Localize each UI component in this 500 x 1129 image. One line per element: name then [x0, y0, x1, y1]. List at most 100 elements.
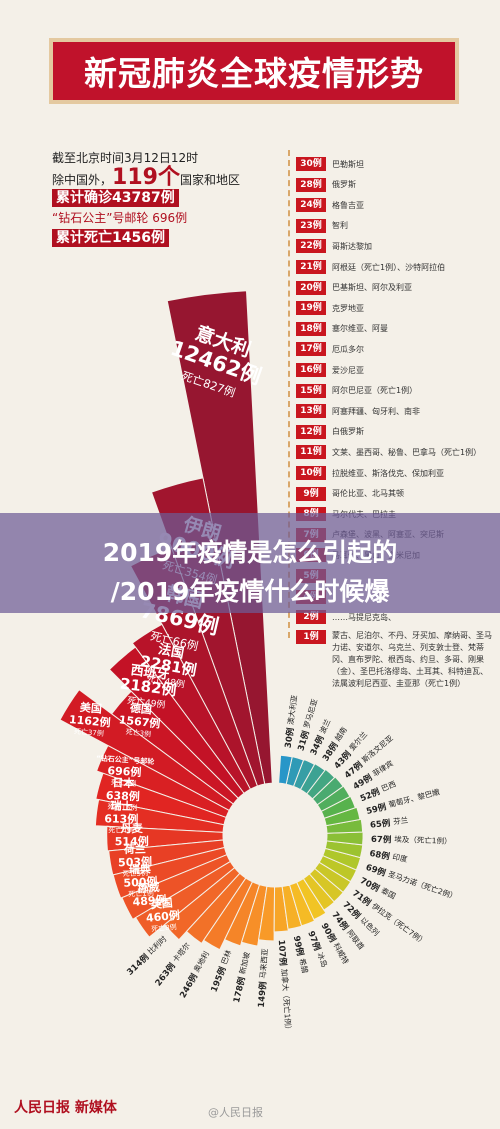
wedge-label: 英国460例死亡8例 [144, 895, 181, 934]
wedge-value: 69例 [364, 861, 390, 879]
rank-row: 23例 智利 [296, 218, 348, 234]
info-confirmed: 累计确诊43787例 [52, 189, 179, 207]
wedge-value: 97例 [306, 929, 324, 955]
wedge-country: 瑞士 [110, 799, 132, 813]
wedge-country: 法国 [157, 641, 185, 661]
rank-badge: 21例 [296, 260, 326, 274]
wedge-label: 法国2281例死亡48例 [137, 639, 201, 693]
rank-countries: 塞尔维亚、阿曼 [332, 324, 388, 334]
wedge-value: 613例 [104, 811, 138, 826]
wedge-value: 70例 [358, 875, 384, 896]
wedge-country: 印度 [392, 851, 409, 864]
rose-wedge [314, 861, 352, 893]
rose-wedge [285, 756, 305, 788]
rose-center [223, 783, 327, 887]
wedge-country: 卡塔尔 [170, 940, 192, 964]
wedge-label: 72例 以色列 [341, 899, 382, 939]
info-confirmed-row: 累计确诊43787例 [52, 188, 252, 208]
rose-wedge [302, 873, 336, 911]
rank-row: 9例 哥伦比亚、北马其顿 [296, 486, 404, 502]
info-cruise-row: “钻石公主”号邮轮 696例 [52, 208, 252, 228]
wedge-value: 696例 [107, 763, 142, 779]
rank-row: 11例 文莱、墨西哥、秘鲁、巴拿马（死亡1例） [296, 444, 481, 460]
wedge-country: 芬兰 [393, 815, 409, 827]
wedge-country: 加拿大（死亡1例） [280, 968, 294, 1033]
rank-badge: 20例 [296, 280, 326, 295]
wedge-value: 195例 [208, 962, 229, 993]
wedge-value: 514例 [115, 834, 149, 848]
headline-line-1: 2019年疫情是怎么引起的 [102, 538, 398, 567]
rank-countries: ……马提尼克岛、 [332, 612, 396, 622]
wedge-deaths: 死亡37例 [74, 727, 105, 739]
wedge-country: “钻石公主”号邮轮 [96, 753, 155, 766]
wedge-label: 德国1567例死亡3例 [117, 699, 162, 739]
wedge-deaths: 死亡827例 [180, 369, 237, 400]
wedge-country: 丹麦 [121, 821, 144, 835]
rose-wedge [326, 831, 364, 846]
wedge-value: 38例 [320, 738, 342, 764]
wedge-value: 34例 [308, 731, 328, 757]
rose-wedge [278, 754, 293, 785]
rose-wedge [320, 795, 356, 819]
info-suffix: 国家和地区 [179, 173, 240, 187]
wedge-country: 伊拉克（死亡7例） [370, 901, 428, 947]
rank-badge: 16例 [296, 363, 326, 377]
summary-info: 截至北京时间3月12日12时 除中国外，119个国家和地区 累计确诊43787例… [52, 148, 252, 248]
wedge-value: 52例 [358, 785, 384, 804]
info-prefix: 除中国外， [52, 173, 113, 187]
wedge-value: 43例 [331, 746, 355, 771]
rose-wedge [316, 785, 351, 812]
rank-countries: 哥斯达黎加 [332, 241, 372, 251]
rank-countries: 巴基斯坦、阿尔及利亚 [332, 283, 412, 293]
rose-wedge [95, 744, 230, 819]
rank-countries: 俄罗斯 [332, 180, 356, 190]
rose-wedge [296, 877, 327, 921]
info-countries: 除中国外，119个国家和地区 [52, 167, 252, 189]
rose-wedge [273, 885, 289, 933]
wedge-country: 奥地利 [191, 949, 211, 973]
wedge-value: 71例 [350, 887, 375, 910]
rose-wedge [95, 772, 227, 826]
rank-countries: 哥伦比亚、北马其顿 [332, 489, 404, 499]
wedge-label: 314例 比利时 [124, 933, 170, 977]
wedge-value: 460例 [145, 908, 180, 925]
rank-badge: 1例 [296, 629, 326, 644]
wedge-label: 43例 爱尔兰 [331, 729, 370, 771]
wedge-label: 99例 希腊 [291, 935, 310, 975]
wedge-label: 74例 阿联酋 [330, 909, 367, 953]
rank-badge: 28例 [296, 177, 326, 192]
rose-wedge [112, 846, 228, 899]
rose-wedge [281, 884, 303, 930]
rank-badge: 12例 [296, 424, 326, 439]
wedge-value: 1162例 [69, 712, 112, 729]
wedge-country: 埃及（死亡1例） [394, 834, 452, 846]
wedge-country: 新加坡 [237, 950, 252, 975]
wedge-country: 西班牙 [130, 662, 171, 683]
info-date: 截至北京时间3月12日12时 [52, 151, 199, 165]
rank-row: 22例 哥斯达黎加 [296, 238, 372, 254]
rose-wedge [311, 776, 344, 806]
rank-countries: 蒙古、尼泊尔、不丹、牙买加、摩纳哥、圣马力诺、安道尔、乌克兰、列支敦士登、梵蒂冈… [332, 630, 492, 688]
rank-badge: 18例 [296, 321, 326, 336]
wedge-country: 意大利 [192, 321, 253, 361]
wedge-label: 34例 波兰 [307, 717, 334, 757]
rank-row: 15例 阿尔巴尼亚（死亡1例） [296, 383, 417, 399]
rank-row: 19例 克罗地亚 [296, 300, 364, 316]
wedge-value: 67例 [371, 833, 395, 845]
rank-countries: 阿尔巴尼亚（死亡1例） [332, 386, 418, 396]
wedge-label: 70例 泰国 [358, 874, 397, 902]
wedge-value: 1567例 [118, 712, 161, 730]
wedge-country: 英国 [149, 895, 173, 911]
wedge-country: 美国 [79, 700, 102, 716]
wedge-label: 47例 斯洛文尼亚 [342, 732, 396, 780]
wedge-country: 泰国 [380, 885, 398, 901]
wedge-value: 49例 [351, 770, 377, 792]
rank-row: 28例 俄罗斯 [296, 177, 356, 193]
wedge-label: 178例 新加坡 [230, 950, 253, 1003]
rank-row: 16例 爱沙尼亚 [296, 362, 364, 378]
rose-wedge [185, 872, 247, 945]
wedge-value: 500例 [123, 874, 158, 890]
wedge-value: 65例 [370, 817, 394, 830]
rank-row: 2例 ……马提尼克岛、 [296, 609, 396, 625]
wedge-value: 638例 [106, 788, 141, 803]
